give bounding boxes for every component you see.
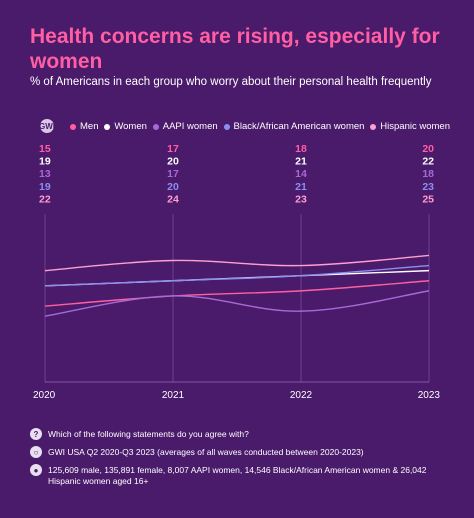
data-label: 22 [39,193,51,205]
chart-subtitle: % of Americans in each group who worry a… [30,76,432,88]
data-label: 23 [422,181,434,193]
legend-label: Black/African American women [233,121,365,132]
data-label: 20 [167,156,179,168]
legend-label: Hispanic women [380,121,450,132]
x-tick-label: 2022 [290,390,313,401]
x-tick-label: 2021 [162,390,185,401]
legend-item: Men [70,121,98,132]
legend-swatch [223,123,230,130]
footer-question-text: Which of the following statements do you… [48,429,249,439]
series-line [44,254,430,272]
data-label: 18 [295,143,307,155]
chart-title: Health concerns are rising, especially f… [30,25,440,73]
legend-swatch [70,123,76,130]
data-label: 17 [167,143,179,155]
footer-base-text: 125,609 male, 135,891 female, 8,007 AAPI… [48,465,427,486]
legend-item: Women [104,121,147,132]
legend-swatch [370,123,377,130]
gwi-logo-icon: GWI [39,119,55,133]
data-label: 24 [167,193,179,205]
data-label: 21 [295,156,307,168]
footer-question: ? Which of the following statements do y… [30,428,450,440]
series-line [44,280,430,307]
data-label: 19 [39,156,51,168]
legend-item: AAPI women [152,121,218,132]
legend-swatch [104,123,111,130]
data-label: 23 [295,193,307,205]
legend: Men Women AAPI women Black/African American… [70,121,450,132]
data-label: 21 [295,181,307,193]
data-label: 17 [167,168,179,180]
data-label: 20 [422,143,434,155]
footer-source: ○ GWI USA Q2 2020-Q3 2023 (averages of a… [30,446,450,458]
x-tick-label: 2020 [33,390,56,401]
footer: ? Which of the following statements do y… [30,428,450,493]
question-icon: ? [30,428,42,440]
legend-label: Men [80,121,99,132]
x-tick-label: 2023 [418,390,441,401]
legend-label: Women [114,121,147,132]
data-label: 19 [39,181,51,193]
data-label: 14 [295,168,307,180]
data-label: 22 [422,156,434,168]
legend-item: Hispanic women [370,121,450,132]
series-line [44,264,430,287]
legend-swatch [152,123,159,130]
footer-source-text: GWI USA Q2 2020-Q3 2023 (averages of all… [48,447,364,457]
data-label: 25 [422,193,434,205]
footer-base: ● 125,609 male, 135,891 female, 8,007 AA… [30,464,450,487]
legend-label: AAPI women [162,121,218,132]
data-label: 18 [422,168,434,180]
globe-icon: ○ [30,446,42,458]
data-label: 13 [39,168,51,180]
legend-item: Black/African American women [223,121,365,132]
people-icon: ● [30,464,42,476]
data-label: 15 [39,143,51,155]
data-label: 20 [167,181,179,193]
series-line [44,290,430,317]
